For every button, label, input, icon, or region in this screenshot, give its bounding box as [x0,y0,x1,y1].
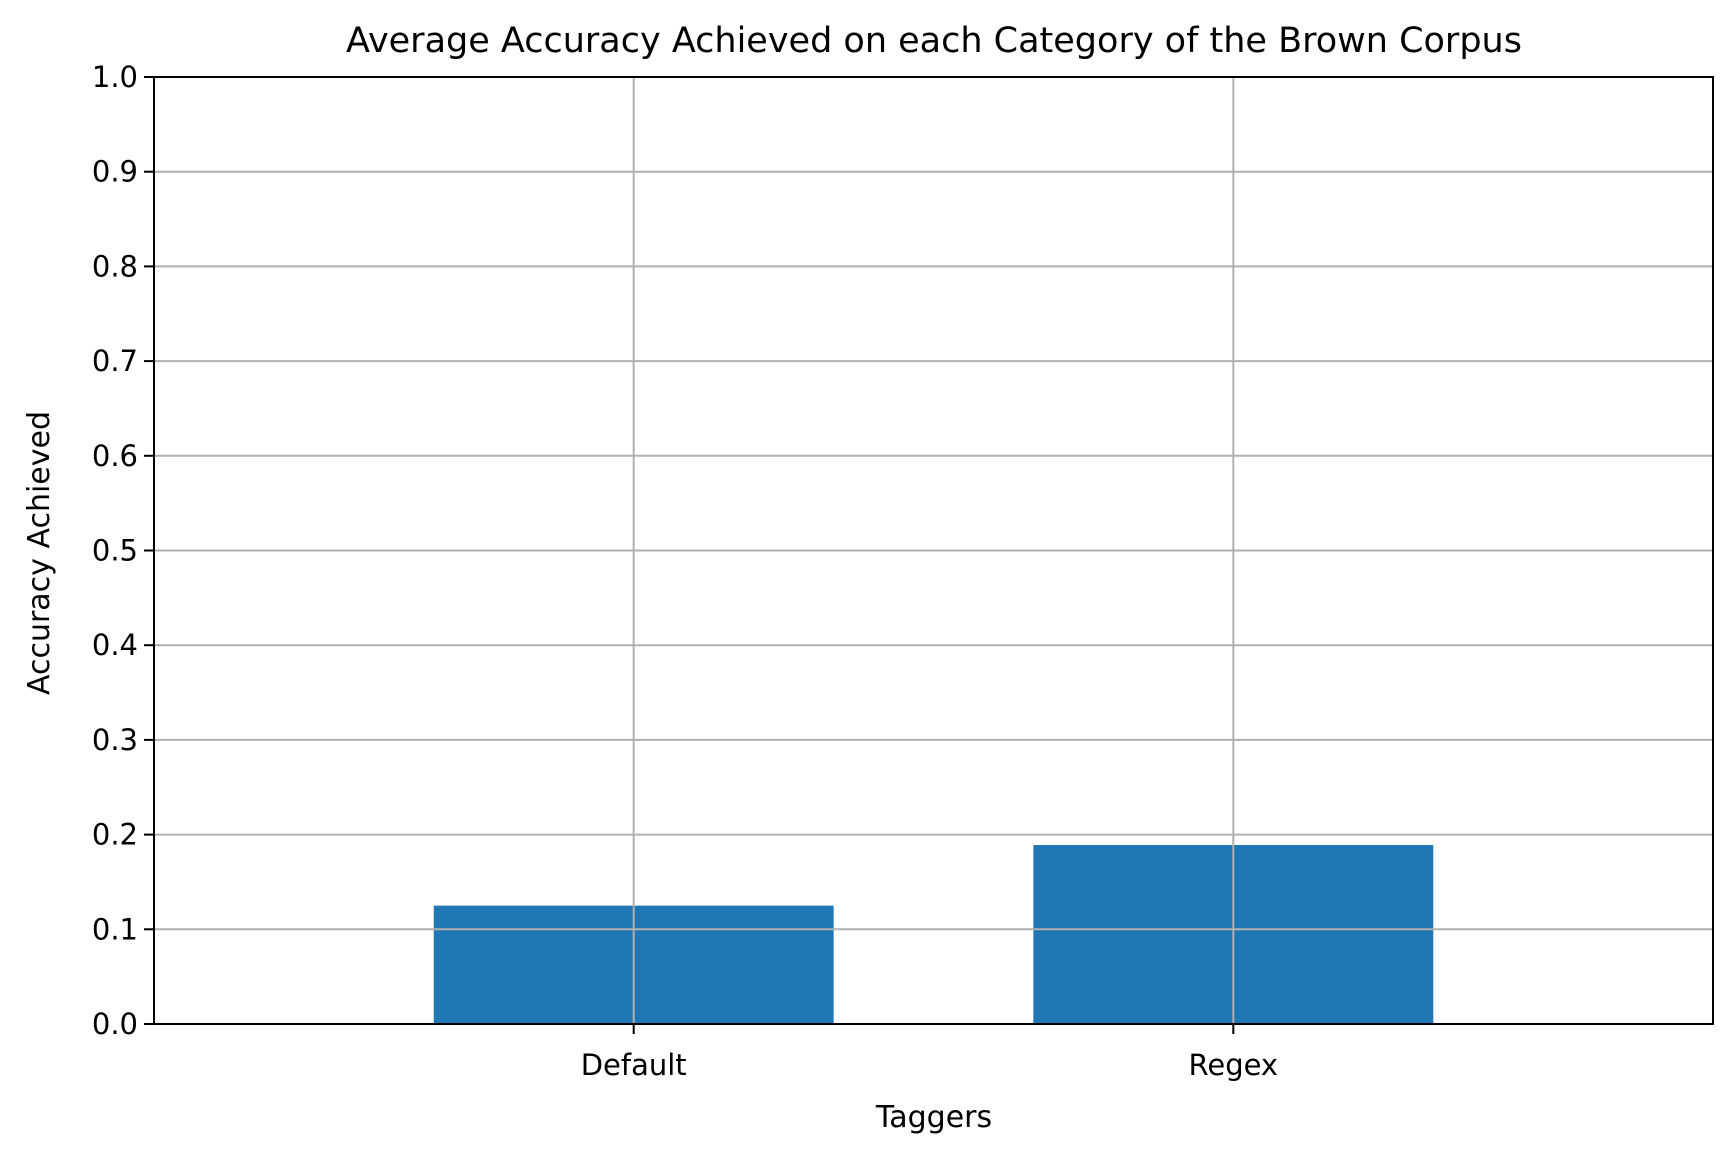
grid-lines [154,76,1713,1025]
y-tick-label: 0.1 [92,912,138,946]
plot-area: 0.0 0.1 0.2 0.3 0.4 0.5 0.6 0.7 0.8 0.9 1.0 Defaul… [92,60,1714,1082]
x-axis-label: Taggers [875,1100,992,1135]
x-tick-label: Regex [1189,1048,1279,1082]
y-tick-label: 0.7 [92,344,138,378]
y-tick-label: 0.8 [92,249,138,283]
y-tick-label: 0.5 [92,534,138,568]
y-axis-ticks: 0.0 0.1 0.2 0.3 0.4 0.5 0.6 0.7 0.8 0.9 1.0 [92,60,154,1041]
x-tick-label: Default [581,1048,687,1082]
y-tick-label: 0.4 [92,628,138,662]
chart-title: Average Accuracy Achieved on each Catego… [346,21,1522,61]
y-tick-label: 0.0 [92,1007,138,1041]
y-tick-label: 0.9 [92,155,138,189]
y-tick-label: 0.6 [92,439,138,473]
x-axis-ticks: Default Regex [581,1024,1278,1082]
y-tick-label: 0.2 [92,818,138,852]
y-tick-label: 1.0 [92,60,138,94]
y-axis-label: Accuracy Achieved [22,411,57,695]
y-tick-label: 0.3 [92,723,138,757]
